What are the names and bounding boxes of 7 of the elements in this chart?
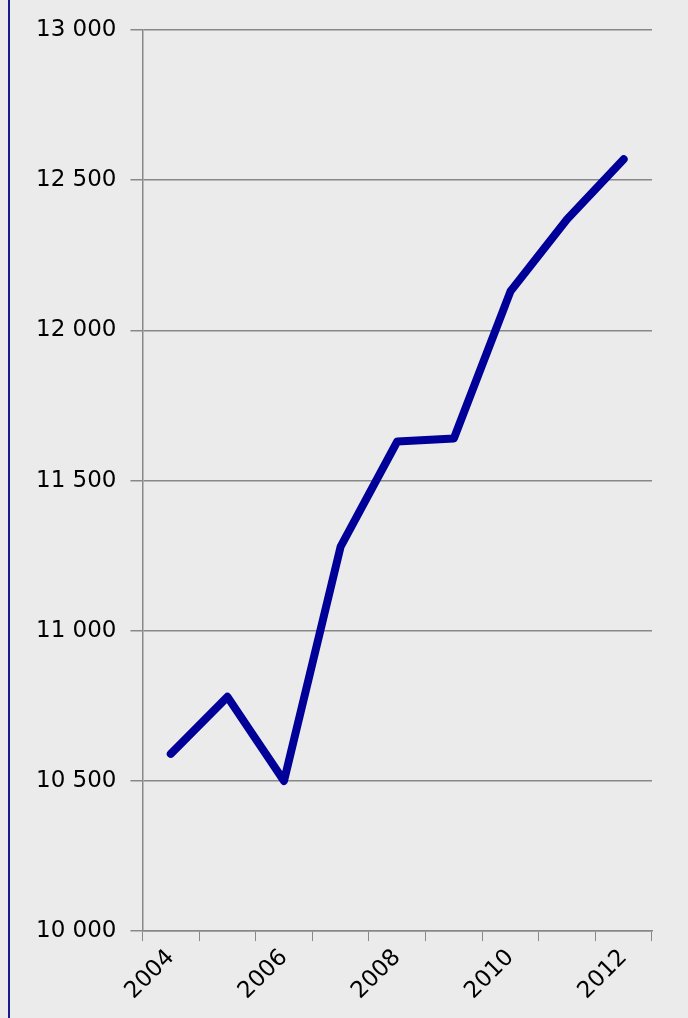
y-tick-label: 12 000 bbox=[35, 315, 117, 342]
y-tick-label: 11 000 bbox=[35, 615, 117, 642]
y-tick-label: 12 500 bbox=[35, 165, 117, 192]
y-tick-label: 10 500 bbox=[35, 765, 117, 792]
y-tick-label: 13 000 bbox=[35, 14, 117, 41]
y-tick-label: 11 500 bbox=[35, 465, 117, 492]
y-tick-label: 10 000 bbox=[35, 916, 117, 943]
